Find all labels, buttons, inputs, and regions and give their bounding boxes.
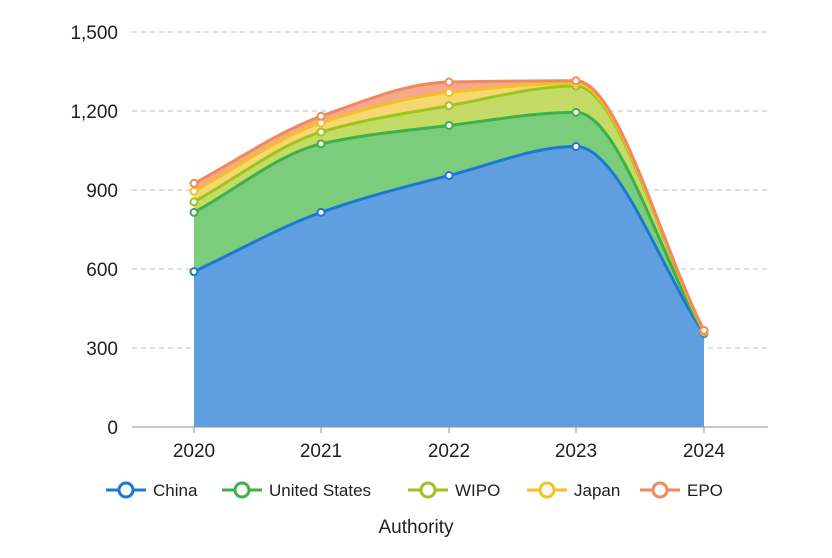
x-axis-title: Authority (379, 517, 454, 538)
legend-item-wipo[interactable]: WIPO (408, 481, 500, 500)
point-japan[interactable] (446, 89, 453, 96)
y-tick-label: 900 (86, 181, 118, 202)
x-tick-label: 2020 (173, 441, 215, 462)
point-epo[interactable] (573, 77, 580, 84)
legend-marker-icon (119, 483, 133, 497)
legend-item-united-states[interactable]: United States (222, 481, 371, 500)
legend-marker-icon (540, 483, 554, 497)
point-china[interactable] (191, 268, 198, 275)
legend-item-epo[interactable]: EPO (640, 481, 723, 500)
legend-marker-icon (235, 483, 249, 497)
point-china[interactable] (573, 143, 580, 150)
x-tick-label: 2022 (428, 441, 470, 462)
legend-label: United States (269, 481, 371, 500)
legend-marker-icon (653, 483, 667, 497)
point-united-states[interactable] (191, 209, 198, 216)
legend-item-japan[interactable]: Japan (527, 481, 620, 500)
y-tick-label: 600 (86, 260, 118, 281)
x-tick-label: 2023 (555, 441, 597, 462)
point-japan[interactable] (191, 188, 198, 195)
x-tick-label: 2024 (683, 441, 726, 462)
legend-item-china[interactable]: China (106, 481, 198, 500)
x-tick-label: 2021 (300, 441, 342, 462)
y-tick-label: 0 (107, 418, 118, 439)
point-united-states[interactable] (318, 140, 325, 147)
point-united-states[interactable] (573, 109, 580, 116)
legend-marker-icon (421, 483, 435, 497)
y-tick-label: 1,500 (70, 23, 118, 44)
legend: China United States WIPO Japan EPO (106, 481, 723, 500)
point-united-states[interactable] (446, 122, 453, 129)
point-wipo[interactable] (191, 198, 198, 205)
point-epo[interactable] (701, 327, 708, 334)
point-epo[interactable] (318, 113, 325, 120)
y-tick-label: 1,200 (70, 102, 118, 123)
legend-label: China (153, 481, 198, 500)
point-epo[interactable] (446, 79, 453, 86)
point-wipo[interactable] (446, 102, 453, 109)
point-china[interactable] (446, 172, 453, 179)
legend-label: EPO (687, 481, 723, 500)
point-china[interactable] (318, 209, 325, 216)
point-epo[interactable] (191, 180, 198, 187)
point-wipo[interactable] (318, 129, 325, 136)
y-tick-label: 300 (86, 339, 118, 360)
legend-label: WIPO (455, 481, 500, 500)
legend-label: Japan (574, 481, 620, 500)
area-layer (194, 81, 704, 427)
